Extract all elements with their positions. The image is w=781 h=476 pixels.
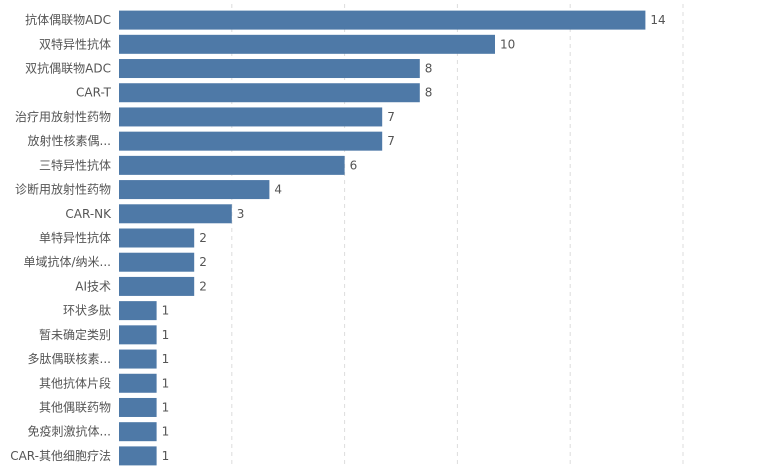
value-label: 1 bbox=[162, 304, 170, 318]
bar[interactable] bbox=[119, 180, 270, 200]
value-label: 8 bbox=[425, 86, 433, 100]
bar[interactable] bbox=[119, 34, 495, 54]
category-label: AI技术 bbox=[75, 279, 111, 293]
value-label: 4 bbox=[274, 183, 282, 197]
bar[interactable] bbox=[119, 155, 345, 175]
bar[interactable] bbox=[119, 107, 383, 127]
category-label: 其他抗体片段 bbox=[39, 375, 111, 390]
bar[interactable] bbox=[119, 325, 157, 345]
bar[interactable] bbox=[119, 59, 420, 79]
value-label: 2 bbox=[199, 255, 207, 269]
value-label: 2 bbox=[199, 279, 207, 293]
bar[interactable] bbox=[119, 228, 195, 248]
value-label: 1 bbox=[162, 400, 170, 414]
bar[interactable] bbox=[119, 83, 420, 103]
bar[interactable] bbox=[119, 446, 157, 466]
value-label: 1 bbox=[162, 328, 170, 342]
category-label: 诊断用放射性药物 bbox=[15, 182, 111, 197]
value-label: 6 bbox=[350, 158, 358, 172]
bar[interactable] bbox=[119, 276, 195, 296]
value-label: 7 bbox=[387, 110, 395, 124]
category-label: CAR-T bbox=[76, 86, 112, 100]
bar-layer bbox=[119, 10, 646, 466]
value-label: 14 bbox=[650, 13, 665, 27]
category-label: 双抗偶联物ADC bbox=[25, 61, 111, 76]
category-label: 单域抗体/纳米... bbox=[24, 254, 112, 269]
bar[interactable] bbox=[119, 422, 157, 442]
category-label: 三特异性抗体 bbox=[39, 157, 111, 172]
value-label: 1 bbox=[162, 449, 170, 463]
category-label: 抗体偶联物ADC bbox=[25, 12, 111, 27]
value-label: 10 bbox=[500, 37, 515, 51]
value-label: 1 bbox=[162, 352, 170, 366]
category-label: 双特异性抗体 bbox=[39, 36, 111, 51]
category-label: 环状多肽 bbox=[63, 303, 111, 318]
bar[interactable] bbox=[119, 349, 157, 369]
category-label: 放射性核素偶... bbox=[28, 133, 111, 148]
value-label: 7 bbox=[387, 134, 395, 148]
bar[interactable] bbox=[119, 397, 157, 417]
category-label: 暂未确定类别 bbox=[39, 327, 111, 342]
bar[interactable] bbox=[119, 301, 157, 321]
category-label: CAR-NK bbox=[65, 207, 112, 221]
category-label: 单特异性抗体 bbox=[39, 230, 111, 245]
bar[interactable] bbox=[119, 10, 646, 30]
value-label: 1 bbox=[162, 425, 170, 439]
value-label-layer: 14 10 8 8 7 7 6 4 3 2 2 2 1 1 1 1 1 1 1 bbox=[162, 13, 666, 463]
category-label: 治疗用放射性药物 bbox=[15, 109, 111, 124]
bar[interactable] bbox=[119, 373, 157, 393]
category-label: 免疫刺激抗体... bbox=[28, 424, 111, 439]
category-label: CAR-其他细胞疗法 bbox=[10, 449, 111, 463]
category-label: 多肽偶联核素... bbox=[28, 351, 111, 366]
grid-layer bbox=[231, 4, 684, 468]
value-label: 1 bbox=[162, 376, 170, 390]
value-label: 2 bbox=[199, 231, 207, 245]
bar[interactable] bbox=[119, 204, 232, 224]
category-label: 其他偶联药物 bbox=[39, 400, 111, 414]
value-label: 8 bbox=[425, 62, 433, 76]
value-label: 3 bbox=[237, 207, 245, 221]
bar[interactable] bbox=[119, 131, 383, 151]
bar[interactable] bbox=[119, 252, 195, 272]
